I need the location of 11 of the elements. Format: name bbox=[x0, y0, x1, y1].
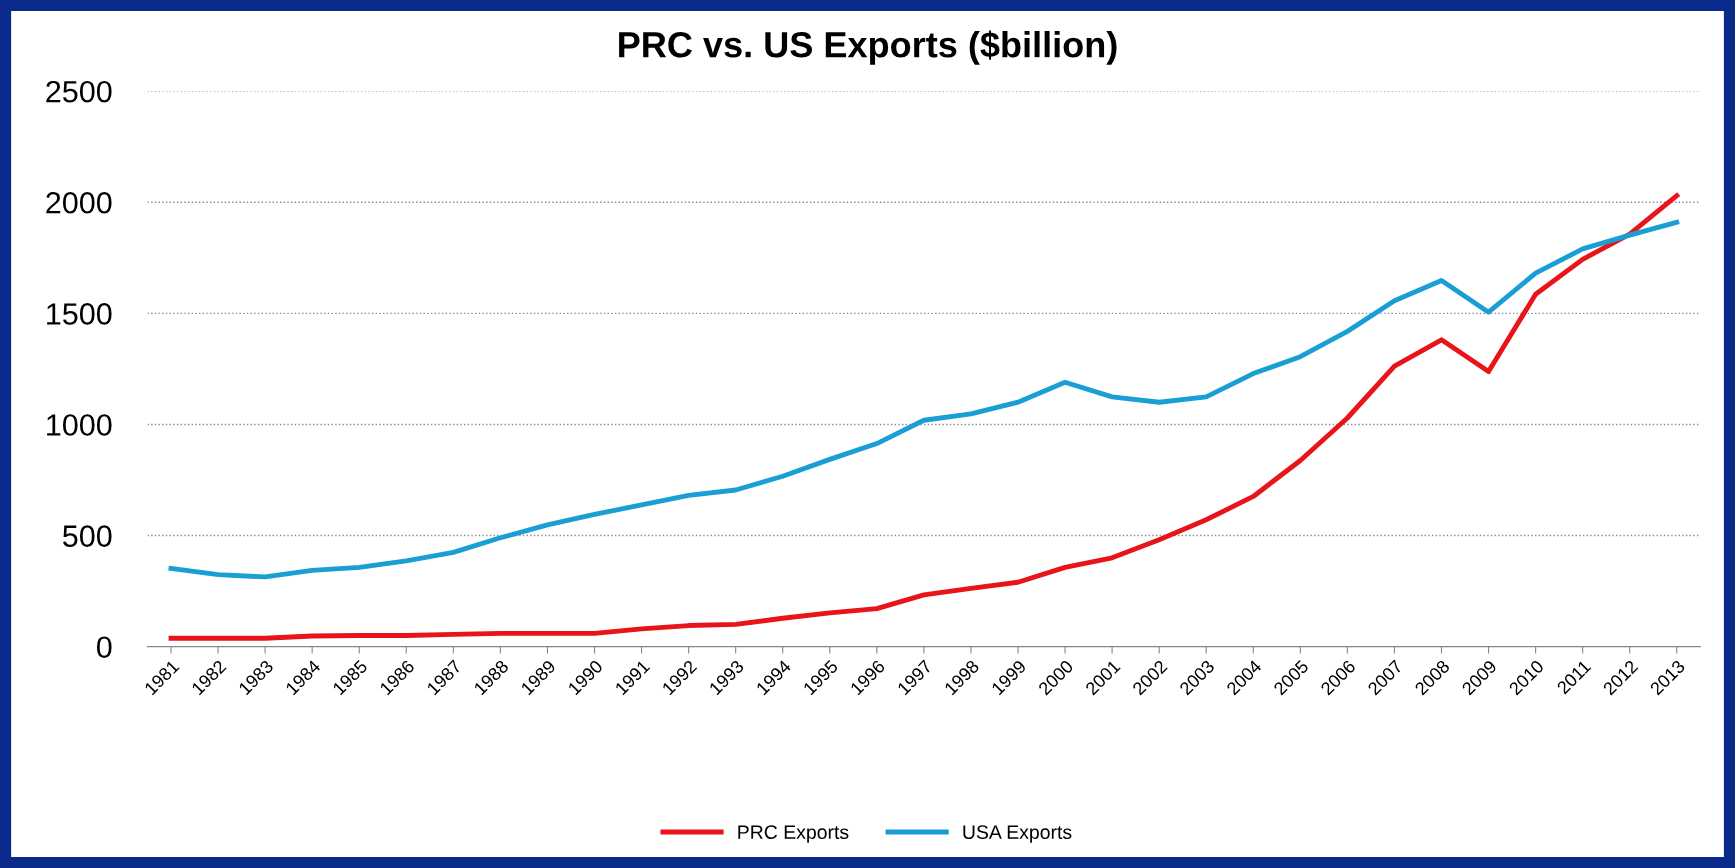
y-tick-label: 1500 bbox=[47, 303, 112, 325]
legend-label: PRC Exports bbox=[738, 825, 849, 843]
line-series bbox=[168, 193, 1680, 641]
y-tick-label: 500 bbox=[63, 525, 112, 547]
y-tick-label: 0 bbox=[96, 636, 112, 659]
chart-title: PRC vs. US Exports ($billion) bbox=[619, 30, 1117, 65]
line-series bbox=[168, 219, 1680, 580]
y-tick-label: 2500 bbox=[46, 80, 112, 103]
y-tick-label: 2000 bbox=[46, 191, 112, 214]
legend-label: USA Exports bbox=[963, 825, 1072, 843]
y-tick-label: 1000 bbox=[47, 414, 112, 436]
